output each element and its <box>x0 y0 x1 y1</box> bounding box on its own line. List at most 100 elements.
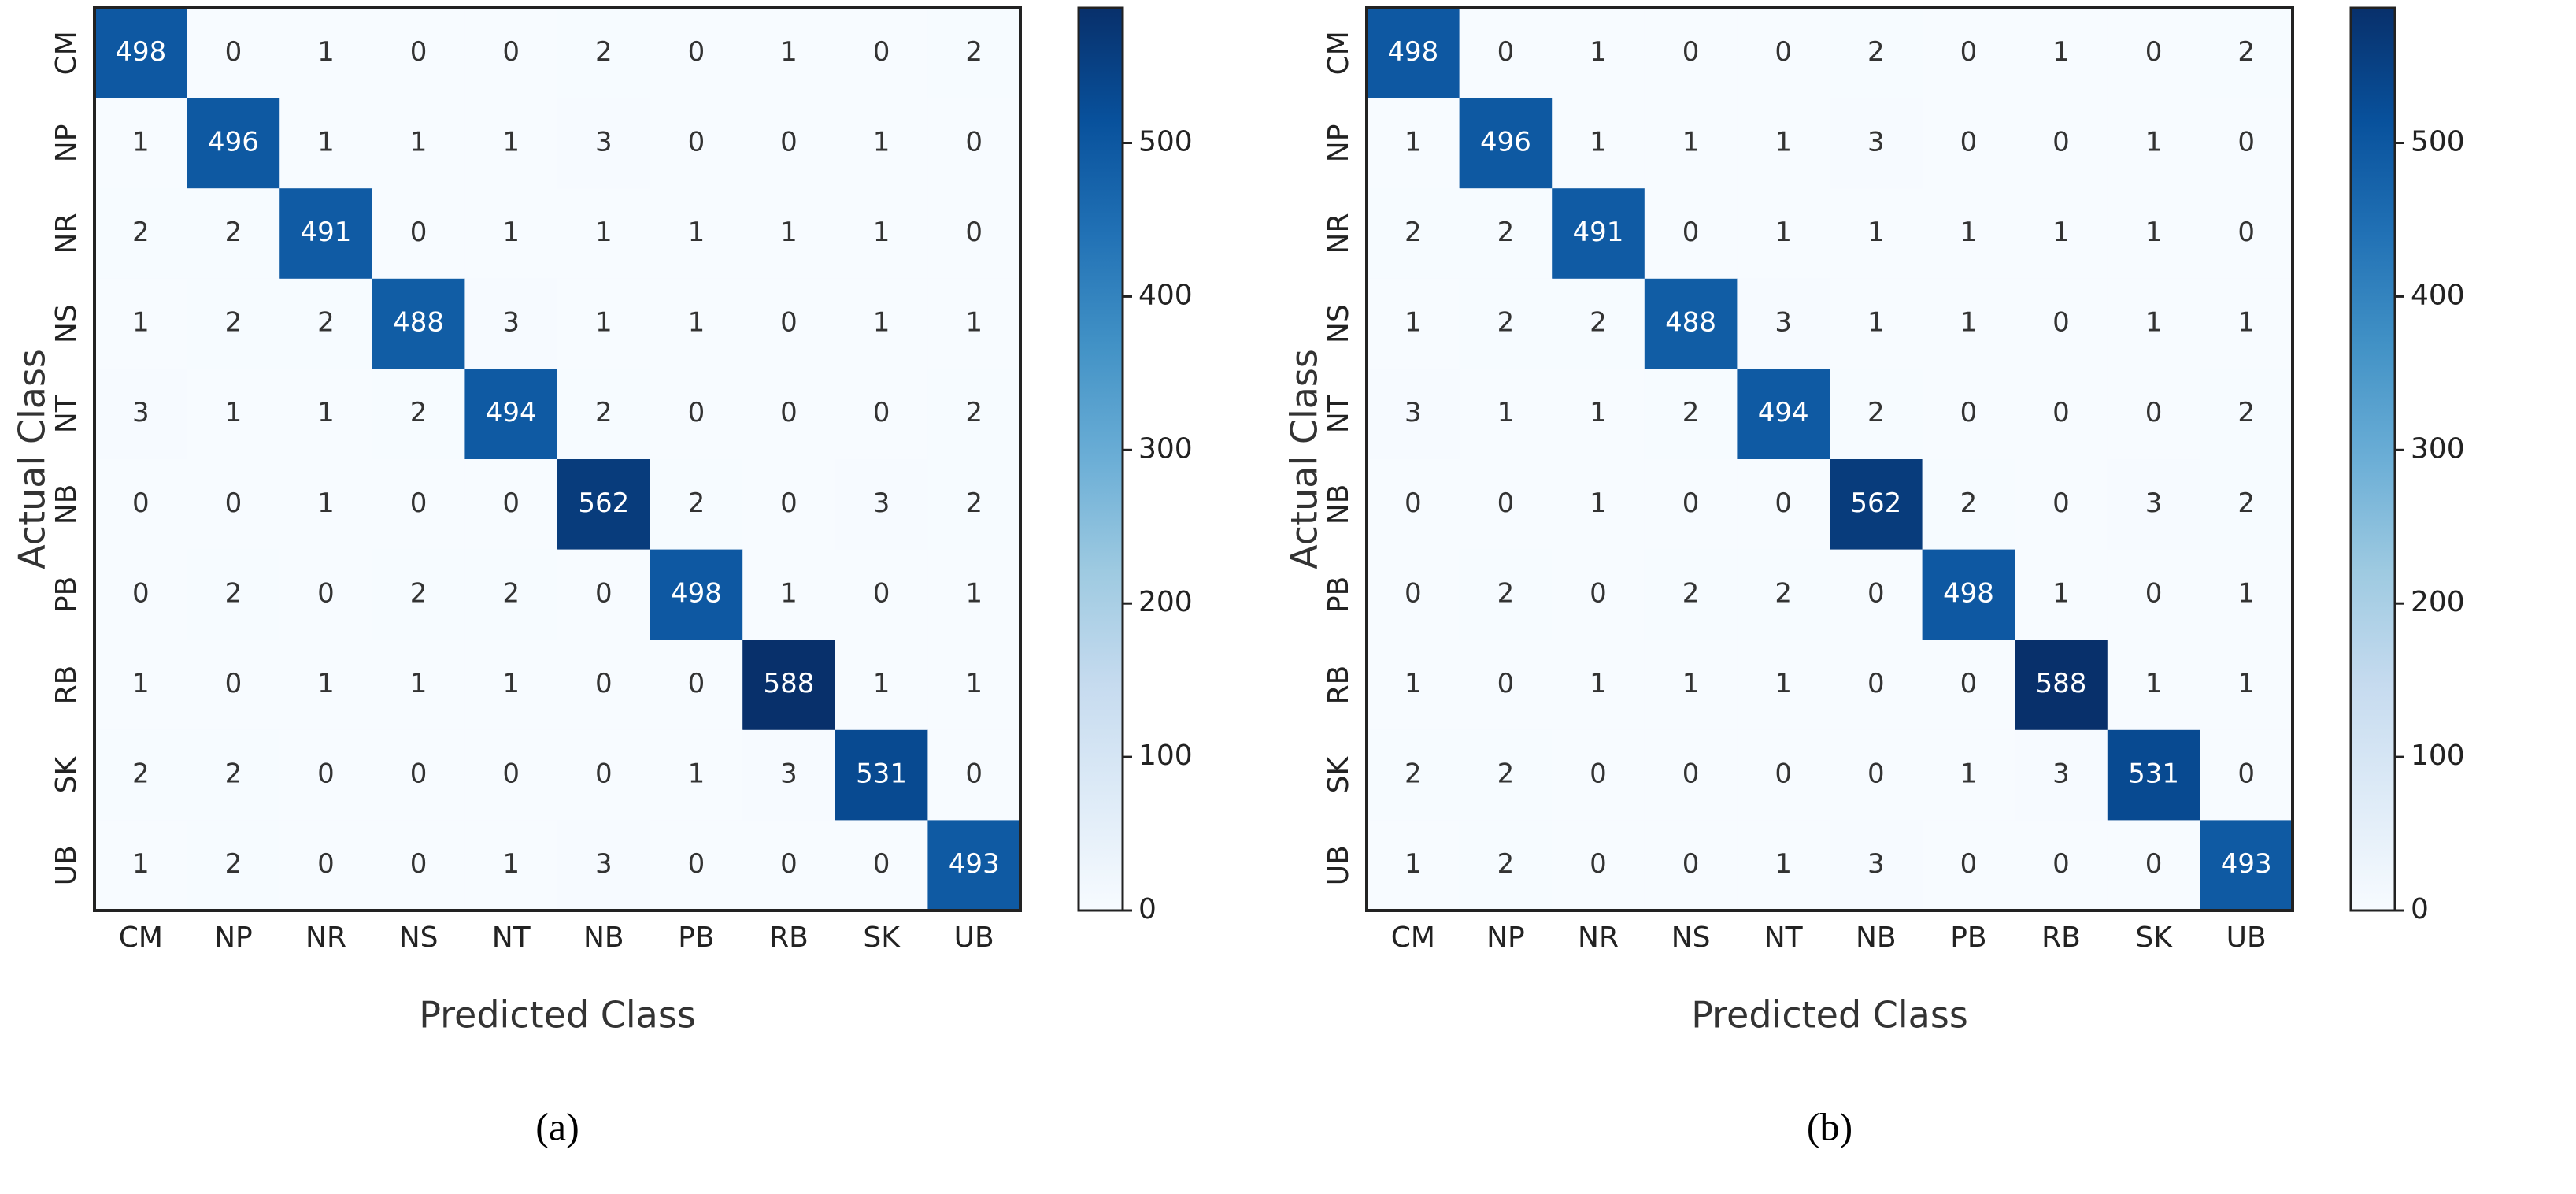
cell-label: 0 <box>225 668 242 699</box>
cell-label: 1 <box>317 36 335 68</box>
heatmap-cell <box>464 549 558 640</box>
heatmap-cell <box>2015 640 2108 731</box>
cell-label: 0 <box>688 848 705 880</box>
heatmap-cell <box>557 549 651 640</box>
cell-label: 0 <box>1775 758 1792 790</box>
heatmap-cell <box>1367 369 1460 460</box>
heatmap-cell <box>464 729 558 821</box>
heatmap-cell <box>1737 369 1830 460</box>
cell-label: 493 <box>949 848 1000 880</box>
plot-frame <box>93 6 1022 912</box>
heatmap-cell <box>464 188 558 280</box>
heatmap-cell <box>2200 188 2293 280</box>
heatmap-cell <box>372 8 465 99</box>
x-tick-label: SK <box>863 921 901 954</box>
y-tick-label: CM <box>50 31 83 75</box>
cell-label: 2 <box>965 397 983 428</box>
heatmap-cell <box>2200 278 2293 369</box>
heatmap-cell <box>1552 549 1645 640</box>
cell-label: 1 <box>410 668 427 699</box>
cell-label: 491 <box>301 217 352 248</box>
x-tick-label: UB <box>954 921 994 954</box>
heatmap-cell <box>1830 369 1923 460</box>
cell-label: 0 <box>1590 577 1607 609</box>
heatmap-cell <box>927 188 1021 280</box>
heatmap-cell <box>1922 820 2015 911</box>
y-tick-label: NS <box>1323 304 1355 343</box>
heatmap-cell <box>1367 729 1460 821</box>
cell-label: 0 <box>502 488 520 519</box>
y-tick-label: SK <box>50 755 83 793</box>
heatmap-cell <box>650 188 743 280</box>
cell-label: 498 <box>1387 36 1438 68</box>
heatmap-cell <box>2107 459 2200 551</box>
cell-label: 1 <box>2237 668 2255 699</box>
heatmap-cell <box>1552 278 1645 369</box>
heatmap-cell <box>372 98 465 189</box>
heatmap-cell <box>557 640 651 731</box>
cell-label: 1 <box>1775 217 1792 248</box>
cell-label: 2 <box>1497 758 1515 790</box>
cell-label: 0 <box>1960 36 1978 68</box>
cell-label: 1 <box>780 36 798 68</box>
y-tick-label: NS <box>50 304 83 343</box>
heatmap-cell <box>1922 369 2015 460</box>
heatmap-cell <box>2015 278 2108 369</box>
heatmap-cell <box>927 8 1021 99</box>
colorbar <box>1077 6 1124 912</box>
heatmap-cell <box>1830 820 1923 911</box>
heatmap-cell <box>94 278 188 369</box>
heatmap-cell <box>1552 369 1645 460</box>
cell-label: 1 <box>317 397 335 428</box>
y-tick-label: UB <box>50 845 83 885</box>
cell-label: 0 <box>873 397 890 428</box>
heatmap-cell <box>2107 8 2200 99</box>
cell-label: 0 <box>1590 848 1607 880</box>
cell-label: 2 <box>2237 397 2255 428</box>
heatmap-cell <box>372 640 465 731</box>
cell-label: 2 <box>1497 307 1515 339</box>
cell-label: 1 <box>688 217 705 248</box>
heatmap-cell <box>1367 549 1460 640</box>
cell-label: 0 <box>780 848 798 880</box>
cell-label: 2 <box>1867 36 1885 68</box>
cell-label: 2 <box>2237 488 2255 519</box>
cell-label: 0 <box>1960 126 1978 158</box>
cell-label: 0 <box>2052 848 2070 880</box>
colorbar-tick-label: 300 <box>2411 432 2465 465</box>
heatmap-cell <box>650 98 743 189</box>
heatmap-cell <box>2015 459 2108 551</box>
caption: (b) <box>1807 1104 1852 1148</box>
cell-label: 1 <box>1960 217 1978 248</box>
heatmap-cell <box>1644 729 1738 821</box>
heatmap-cell <box>372 820 465 911</box>
cell-label: 3 <box>1775 307 1792 339</box>
heatmap-cell <box>464 820 558 911</box>
heatmap-cell <box>742 188 836 280</box>
x-tick-label: NP <box>214 921 253 954</box>
cell-label: 0 <box>225 36 242 68</box>
heatmap-cell <box>94 729 188 821</box>
cell-label: 1 <box>2052 217 2070 248</box>
heatmap-cell <box>94 549 188 640</box>
y-tick-label: NR <box>1323 213 1355 254</box>
x-tick-label: RB <box>769 921 809 954</box>
cell-label: 1 <box>132 126 150 158</box>
heatmap-cell <box>1644 8 1738 99</box>
heatmap-cell <box>2107 369 2200 460</box>
y-tick-label: SK <box>1323 755 1355 793</box>
heatmap-cell <box>94 8 188 99</box>
cell-label: 1 <box>225 397 242 428</box>
cell-label: 1 <box>780 577 798 609</box>
cell-label: 2 <box>225 217 242 248</box>
heatmap-cell <box>187 278 280 369</box>
heatmap-cell <box>927 640 1021 731</box>
heatmap-cell <box>835 98 928 189</box>
heatmap-cell <box>742 729 836 821</box>
heatmap-cell <box>742 98 836 189</box>
heatmap-cell <box>650 8 743 99</box>
heatmap-cell <box>1644 459 1738 551</box>
y-tick-label: NR <box>50 213 83 254</box>
cell-label: 1 <box>1405 848 1422 880</box>
cell-label: 1 <box>2145 126 2163 158</box>
